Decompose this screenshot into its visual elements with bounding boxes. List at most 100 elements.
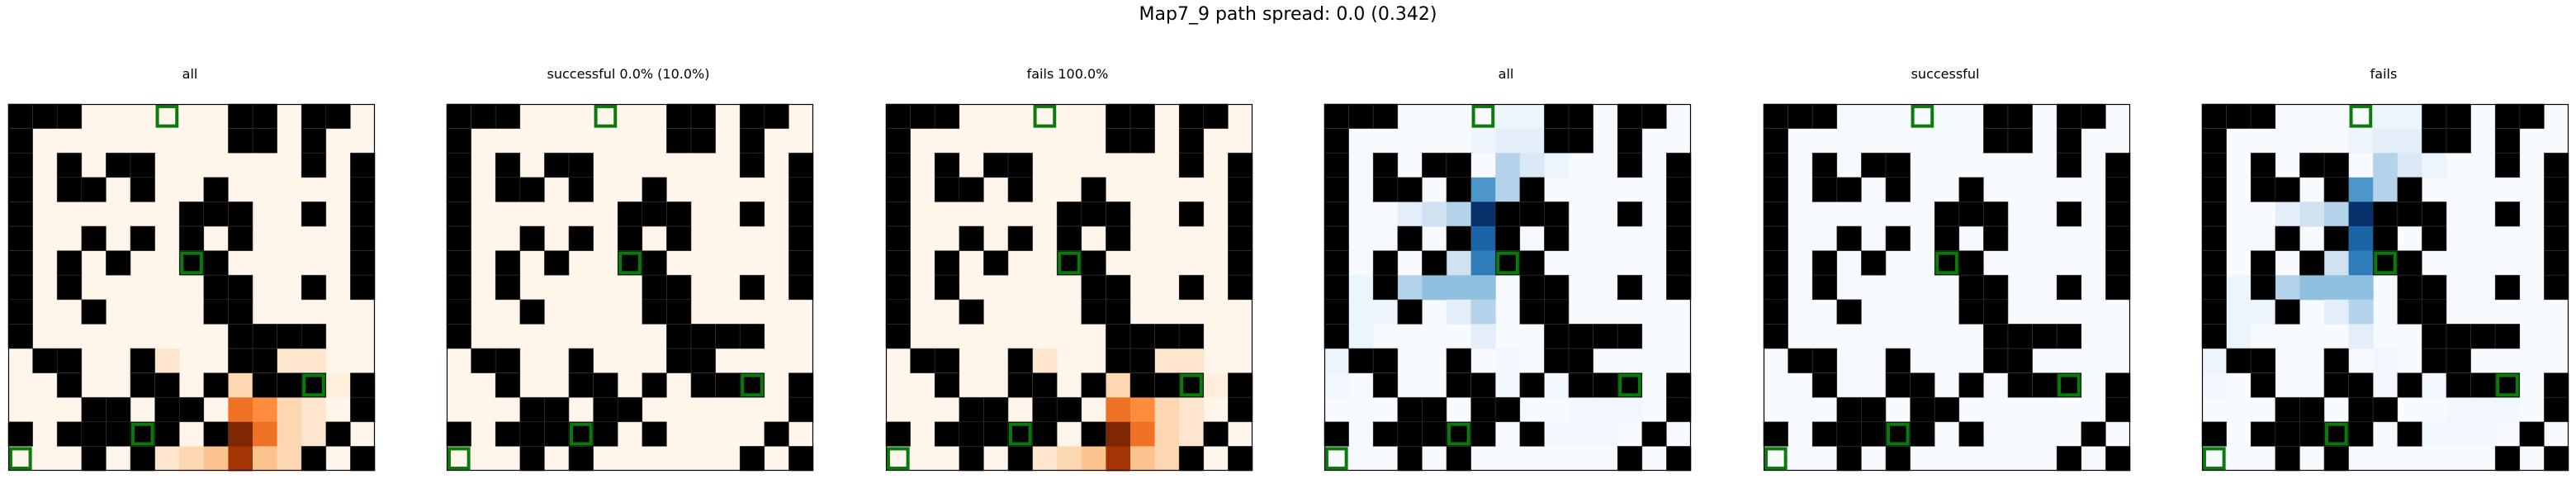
heat-cell <box>2446 421 2472 447</box>
wall-cell <box>788 396 814 423</box>
heat-cell <box>2275 275 2300 301</box>
heat-cell <box>2470 421 2496 447</box>
wall-cell <box>1324 250 1349 276</box>
panel-title: fails <box>2370 66 2398 82</box>
wall-cell <box>1861 250 1887 276</box>
wall-cell <box>495 274 521 301</box>
wall-cell <box>666 348 692 373</box>
wall-cell <box>1568 324 1593 349</box>
wall-cell <box>1910 396 1935 423</box>
wall-cell <box>1811 103 1838 129</box>
wall-cell <box>1470 396 1496 423</box>
wall-cell <box>1958 421 1984 447</box>
wall-cell <box>959 421 984 447</box>
wall-cell <box>7 152 33 178</box>
wall-cell <box>446 128 471 154</box>
wall-cell <box>666 202 692 227</box>
heat-cell <box>1081 446 1106 472</box>
goal-marker <box>1935 251 1958 275</box>
wall-cell <box>934 421 960 447</box>
wall-cell <box>203 421 229 447</box>
wall-cell <box>1007 446 1033 472</box>
wall-cell <box>2201 103 2227 129</box>
wall-cell <box>1666 152 1692 178</box>
wall-cell <box>106 421 131 447</box>
wall-cell <box>2544 225 2569 251</box>
wall-cell <box>56 421 83 447</box>
wall-cell <box>495 177 521 202</box>
heat-cell <box>1544 372 1570 398</box>
wall-cell <box>1081 177 1106 202</box>
wall-cell <box>2494 128 2521 154</box>
goal-marker <box>302 373 325 397</box>
heat-cell <box>1495 153 1521 178</box>
wall-cell <box>2372 396 2398 423</box>
wall-cell <box>788 274 814 301</box>
wall-cell <box>1519 202 1545 227</box>
wall-cell <box>2397 372 2422 398</box>
wall-cell <box>2105 372 2131 398</box>
wall-cell <box>56 372 83 398</box>
heat-cell <box>1495 349 1521 374</box>
heat-cell <box>1447 202 1472 227</box>
wall-cell <box>2275 421 2300 447</box>
wall-cell <box>690 324 716 349</box>
wall-cell <box>1861 396 1887 423</box>
heatmap-grid <box>7 103 376 472</box>
wall-cell <box>277 324 302 349</box>
wall-cell <box>2397 299 2422 325</box>
wall-cell <box>642 177 667 202</box>
wall-cell <box>7 274 33 301</box>
wall-cell <box>2494 446 2521 472</box>
wall-cell <box>228 202 253 227</box>
wall-cell <box>2323 225 2349 251</box>
wall-cell <box>642 299 667 325</box>
heatmap-grid <box>2201 103 2569 472</box>
wall-cell <box>1324 202 1349 227</box>
wall-cell <box>764 103 789 129</box>
wall-cell <box>2250 152 2276 178</box>
wall-cell <box>1372 348 1399 373</box>
heat-cell <box>1154 349 1180 374</box>
wall-cell <box>2226 103 2252 129</box>
heat-cell <box>1106 446 1131 472</box>
wall-cell <box>2422 348 2447 373</box>
wall-cell <box>1983 202 2009 227</box>
wall-cell <box>593 396 618 423</box>
wall-cell <box>2201 128 2227 154</box>
heat-cell <box>2373 153 2398 178</box>
wall-cell <box>1641 421 1667 447</box>
heat-cell <box>277 349 302 374</box>
wall-cell <box>7 202 33 227</box>
wall-cell <box>1666 225 1692 251</box>
heat-cell <box>1057 446 1082 472</box>
wall-cell <box>1081 202 1106 227</box>
wall-cell <box>1836 396 1862 423</box>
wall-cell <box>7 128 33 154</box>
wall-cell <box>1106 299 1131 325</box>
wall-cell <box>154 372 180 398</box>
wall-cell <box>2105 152 2131 178</box>
heat-cell <box>1397 202 1423 227</box>
wall-cell <box>1641 103 1667 129</box>
wall-cell <box>2544 177 2569 202</box>
heat-cell <box>2226 299 2252 325</box>
wall-cell <box>56 274 83 301</box>
wall-cell <box>2056 274 2082 301</box>
goal-marker <box>130 422 154 446</box>
heat-cell <box>2397 104 2422 130</box>
wall-cell <box>642 372 667 398</box>
wall-cell <box>1324 274 1349 301</box>
wall-cell <box>2105 202 2131 227</box>
wall-cell <box>739 274 765 301</box>
wall-cell <box>788 152 814 178</box>
heatmap-grid <box>446 103 814 472</box>
heat-cell <box>1179 397 1205 423</box>
wall-cell <box>2323 372 2349 398</box>
wall-cell <box>1228 396 1253 423</box>
wall-cell <box>1129 128 1155 154</box>
wall-cell <box>2056 103 2082 129</box>
wall-cell <box>1178 324 1205 349</box>
wall-cell <box>7 421 33 447</box>
wall-cell <box>1228 372 1253 398</box>
